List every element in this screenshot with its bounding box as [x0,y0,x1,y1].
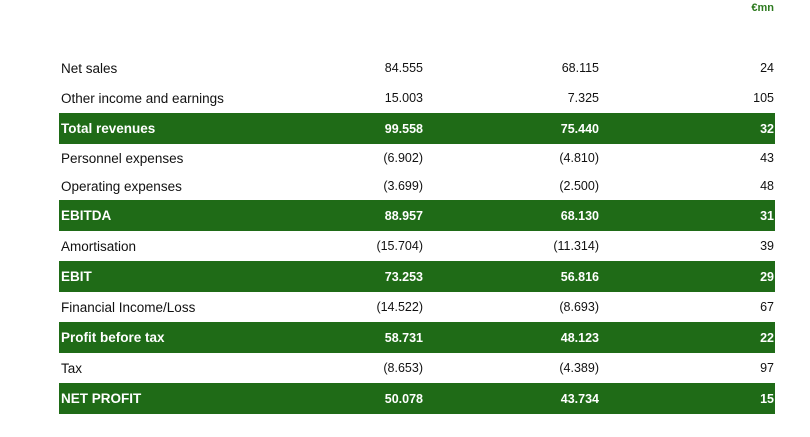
cell-relative-change: 31 [760,208,774,223]
row-label: Tax [61,360,83,376]
cell-h1-23: 50.078 [384,391,423,406]
cell-h1-22: (4.810) [559,151,599,165]
row-label: Operating expenses [61,178,182,194]
cell-relative-change: 15 [760,391,774,406]
cell-h1-22: 48.123 [560,330,599,345]
cell-h1-23: 88.957 [384,208,423,223]
table-header-row: H1-23 H1-22 Relative change (%) [59,22,775,53]
cell-h1-23: (6.902) [383,151,423,165]
cell-h1-23: 84.555 [384,61,423,75]
cell-relative-change: 32 [760,121,774,136]
cell-h1-22: 68.130 [560,208,599,223]
row-label: Total revenues [61,121,156,136]
row-label: Other income and earnings [61,90,224,106]
cell-h1-23: 99.558 [384,121,423,136]
cell-h1-22: 68.115 [561,61,599,75]
header-h1-23: H1-23 [386,30,423,45]
table-row-ebitda: EBITDA 88.957 68.130 31 [59,200,775,231]
cell-h1-22: 75.440 [560,121,599,136]
row-label: EBIT [61,269,92,284]
table-row-personnel-expenses: Personnel expenses (6.902) (4.810) 43 [59,144,775,172]
cell-h1-22: 43.734 [560,391,599,406]
cell-h1-22: 7.325 [567,91,599,105]
cell-h1-23: 73.253 [384,269,423,284]
table-row-ebit: EBIT 73.253 56.816 29 [59,261,775,292]
table-row-amortisation: Amortisation (15.704) (11.314) 39 [59,231,775,261]
cell-h1-23: (8.653) [383,361,423,375]
cell-h1-23: (15.704) [376,239,423,253]
cell-relative-change: 48 [760,179,774,193]
cell-h1-22: (8.693) [559,300,599,314]
table-row-net-sales: Net sales 84.555 68.115 24 [59,53,775,83]
cell-h1-22: (4.389) [559,361,599,375]
cell-relative-change: 67 [760,300,774,314]
table-row-financial-income-loss: Financial Income/Loss (14.522) (8.693) 6… [59,292,775,322]
cell-relative-change: 43 [760,151,774,165]
table-row-total-revenues: Total revenues 99.558 75.440 32 [59,113,775,144]
table-row-operating-expenses: Operating expenses (3.699) (2.500) 48 [59,172,775,200]
header-relative-change: Relative change (%) [646,30,774,45]
cell-h1-23: (14.522) [376,300,423,314]
cell-relative-change: 39 [760,239,774,253]
cell-relative-change: 22 [760,330,774,345]
row-label: EBITDA [61,208,112,223]
table-row-profit-before-tax: Profit before tax 58.731 48.123 22 [59,322,775,353]
row-label: Amortisation [61,238,137,254]
income-statement-table: H1-23 H1-22 Relative change (%) Net sale… [59,22,775,414]
cell-h1-23: (3.699) [383,179,423,193]
table-row-net-profit: NET PROFIT 50.078 43.734 15 [59,383,775,414]
cell-relative-change: 97 [760,361,774,375]
cell-h1-22: (2.500) [559,179,599,193]
row-label: Personnel expenses [61,150,184,166]
cell-h1-22: (11.314) [553,239,599,253]
table-row-other-income: Other income and earnings 15.003 7.325 1… [59,83,775,113]
cell-h1-23: 58.731 [384,330,423,345]
cell-h1-23: 15.003 [384,91,423,105]
cell-h1-22: 56.816 [560,269,599,284]
row-label: Net sales [61,60,118,76]
cell-relative-change: 29 [760,269,774,284]
row-label: Profit before tax [61,330,165,345]
row-label: NET PROFIT [61,391,142,406]
cell-relative-change: 105 [753,91,774,105]
currency-unit-label: €mn [751,2,774,14]
cell-relative-change: 24 [760,61,774,75]
table-row-tax: Tax (8.653) (4.389) 97 [59,353,775,383]
row-label: Financial Income/Loss [61,299,196,315]
header-h1-22: H1-22 [562,30,599,45]
